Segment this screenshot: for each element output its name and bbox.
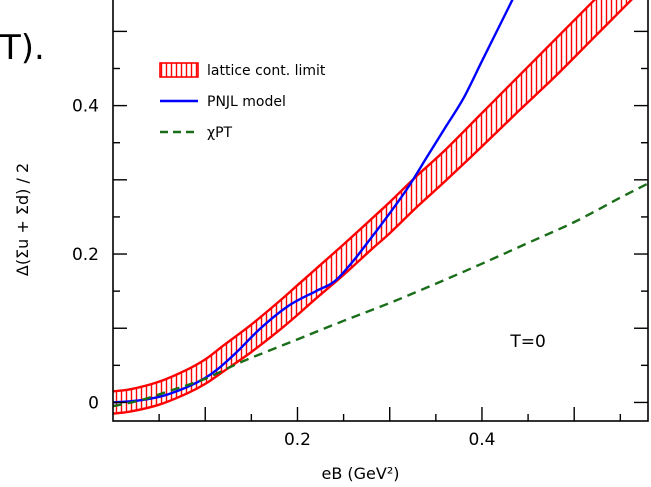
annotation-t-zero: T=0 bbox=[509, 332, 545, 352]
y-axis-label: Δ(Σu + Σd) / 2 bbox=[13, 163, 32, 276]
line-pt bbox=[113, 182, 648, 408]
legend-label: lattice cont. limit bbox=[207, 63, 326, 79]
x-axis-label: eB (GeV²) bbox=[322, 464, 400, 483]
line-pnjl-model bbox=[113, 0, 514, 404]
y-tick-label: 0.4 bbox=[72, 97, 99, 117]
legend-label: PNJL model bbox=[207, 94, 286, 110]
band-lower-edge bbox=[113, 0, 633, 415]
y-tick-label: 0 bbox=[88, 393, 99, 413]
plot-frame bbox=[112, 0, 649, 422]
legend-label: χPT bbox=[207, 125, 233, 141]
legend-swatch-band bbox=[159, 62, 199, 78]
y-tick-label: 0.2 bbox=[72, 245, 99, 265]
x-tick-label: 0.2 bbox=[284, 430, 311, 450]
x-tick-label: 0.4 bbox=[468, 430, 495, 450]
band-lattice-cont-limit bbox=[113, 0, 632, 414]
band-upper-edge bbox=[113, 0, 597, 393]
clipped-caption-text: T). bbox=[0, 28, 45, 68]
